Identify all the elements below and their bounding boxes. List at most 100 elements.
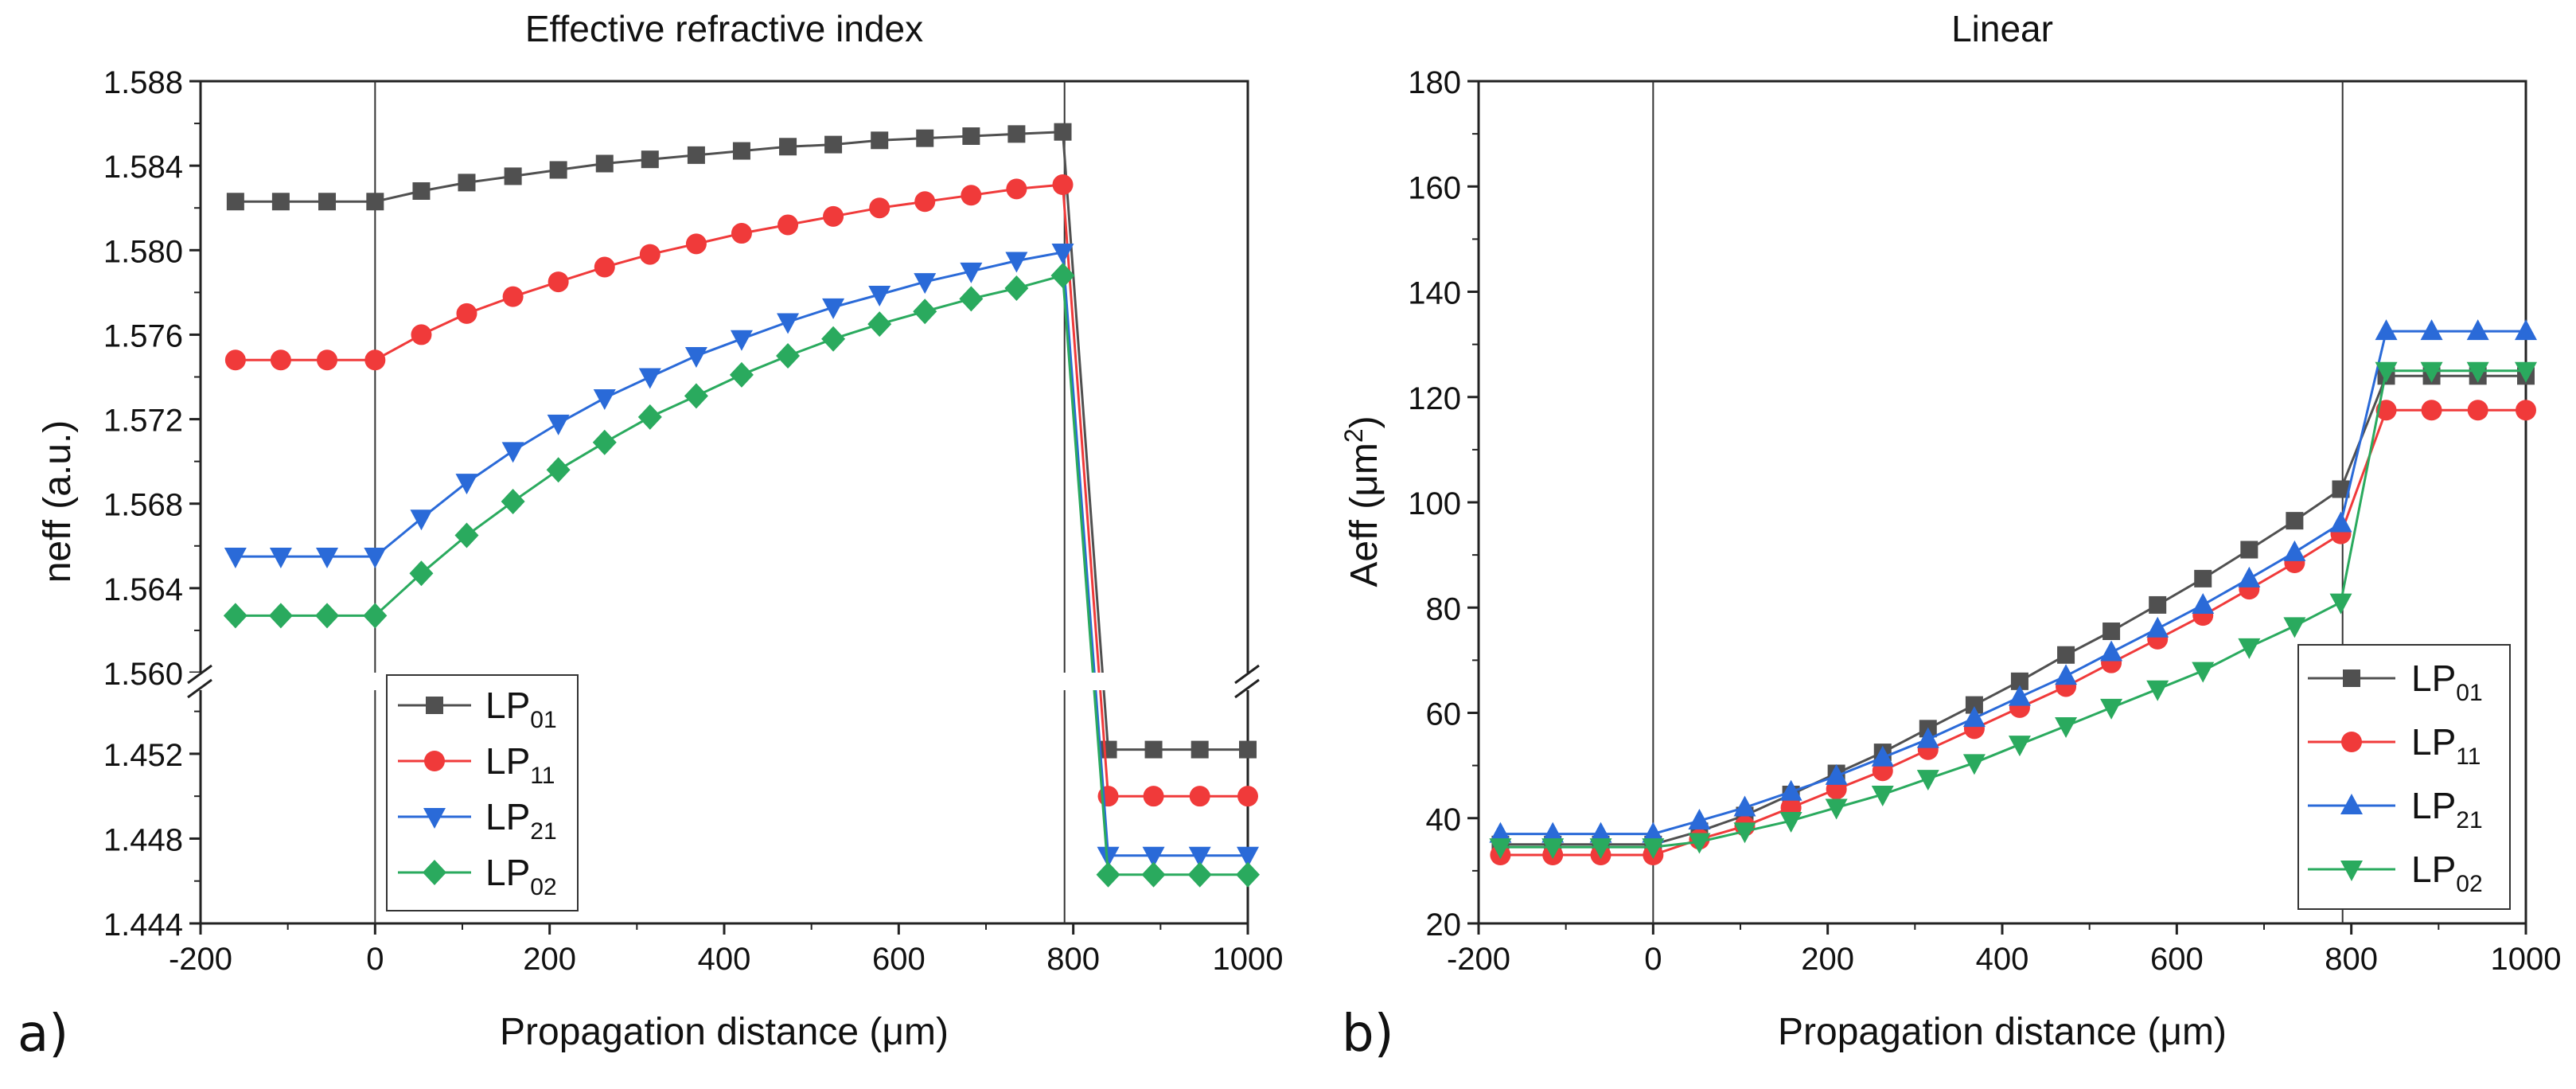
panel-a-point-lp02: [223, 603, 247, 629]
panel-a-point-lp11: [685, 233, 707, 255]
panel-b-point-lp02: [1871, 785, 1894, 806]
panel-b-point-lp21: [2466, 319, 2489, 341]
panel-b-x-tick-label: 1000: [2491, 942, 2562, 977]
panel-a-point-lp01: [732, 142, 750, 160]
panel-b-x-tick-label: 200: [1801, 942, 1854, 977]
panel-b-legend-label-lp01: LP01: [2411, 658, 2483, 706]
panel-a-point-lp01: [366, 193, 384, 211]
panel-a-legend-label-lp01: LP01: [485, 685, 557, 733]
panel-a-point-lp21: [684, 346, 707, 368]
panel-a-point-lp11: [914, 191, 936, 213]
panel-a-point-lp01: [916, 129, 934, 147]
panel-a-y-tick-label: 1.576: [103, 318, 183, 353]
panel-b-y-axis-label-superscript: 2: [1339, 428, 1368, 443]
panel-a-point-lp21: [1237, 846, 1259, 868]
panel-b-point-lp01: [2149, 595, 2167, 614]
panel-b-point-lp02: [1688, 833, 1711, 854]
panel-a-point-lp21: [269, 548, 292, 569]
panel-b-point-lp02: [1541, 838, 1565, 860]
panel-a-point-lp01: [1144, 740, 1163, 759]
panel-b-y-tick-label: 160: [1408, 170, 1461, 205]
panel-a-point-lp01: [412, 182, 431, 200]
panel-a-point-lp01: [641, 150, 659, 169]
panel-a-point-lp01: [504, 167, 522, 185]
panel-b-point-lp11: [2375, 400, 2397, 421]
panel-a-point-lp21: [960, 262, 983, 283]
panel-a-point-lp21: [224, 548, 247, 569]
panel-a-point-lp11: [1189, 786, 1210, 807]
panel-b-point-lp02: [2238, 638, 2261, 659]
panel-a-legend-label-lp21: LP21: [485, 796, 557, 845]
panel-a-point-lp21: [1188, 846, 1211, 868]
panel-a-x-tick-label: 1000: [1213, 942, 1284, 977]
panel-a-point-lp02: [409, 560, 434, 587]
panel-a-x-tick-label: 800: [1046, 942, 1100, 977]
panel-b-point-lp21: [2055, 664, 2078, 685]
panel-b-x-tick-label: 800: [2325, 942, 2378, 977]
panel-b-point-lp02: [2420, 361, 2443, 383]
panel-a-axis-break-gap: [183, 673, 1265, 690]
panel-b-y-axis-label: Aeff (μm2): [1339, 416, 1385, 587]
panel-a-point-lp02: [315, 603, 340, 629]
panel-b-y-tick-label: 60: [1426, 697, 1462, 732]
panel-a-point-lp11: [411, 324, 432, 345]
panel-b-point-lp01: [2332, 480, 2350, 498]
panel-a-point-lp02: [959, 286, 984, 312]
panel-b-point-lp21: [1541, 822, 1565, 843]
panel-b-point-lp02: [2375, 361, 2398, 383]
panel-a-point-lp21: [1142, 846, 1165, 868]
panel-a-point-lp01: [1191, 740, 1209, 759]
panel-a-point-lp01: [779, 138, 797, 156]
panel-b-legend-label-lp21: LP21: [2411, 785, 2483, 833]
panel-b-point-lp21: [2329, 511, 2352, 533]
panel-a-point-lp21: [777, 313, 800, 334]
panel-b-point-lp02: [1779, 812, 1802, 833]
panel-a-point-lp21: [316, 548, 339, 569]
panel-a-point-lp02: [637, 404, 662, 430]
panel-b-point-lp01: [2010, 672, 2028, 690]
panel-a-letter: a): [18, 1005, 69, 1064]
panel-a-x-tick-label: 0: [366, 942, 384, 977]
panel-a-x-tick-label: 400: [698, 942, 751, 977]
panel-b-point-lp02: [2283, 617, 2306, 638]
panel-b-y-axis-label-base: Aeff (μm: [1343, 443, 1385, 587]
panel-a-point-lp11: [364, 349, 386, 371]
panel-a-point-lp11: [639, 244, 661, 265]
panel-a: Effective refractive index 1.560 1.564 1.5…: [37, 8, 1283, 1053]
panel-b-point-lp21: [1916, 727, 1939, 748]
panel-a-x-tick-label: -200: [169, 942, 232, 977]
panel-b-point-lp21: [1779, 779, 1802, 801]
panel-b-point-lp01: [2240, 541, 2258, 559]
panel-a-x-tick-label: 600: [872, 942, 926, 977]
panel-a-point-lp21: [822, 298, 845, 319]
panel-b-point-lp02: [1962, 754, 1986, 775]
panel-b-point-lp01: [2102, 623, 2121, 641]
panel-b-legend-label-lp11: LP11: [2411, 721, 2481, 770]
panel-b-point-lp11: [2421, 400, 2442, 421]
panel-b-point-lp01: [2286, 512, 2304, 530]
panel-a-point-lp02: [1187, 861, 1212, 888]
panel-a-x-tick-label: 200: [523, 942, 576, 977]
panel-a-point-lp01: [549, 161, 567, 179]
panel-b-y-tick-label: 100: [1408, 486, 1461, 521]
panel-a-point-lp11: [777, 214, 799, 236]
panel-a-point-lp02: [592, 429, 617, 455]
panel-a-point-lp02: [1050, 263, 1075, 289]
panel-b-title: Linear: [1951, 8, 2053, 49]
panel-b-point-lp02: [2192, 662, 2215, 683]
panel-b-x-tick-label: 0: [1644, 942, 1662, 977]
panel-a-legend-marker: [423, 860, 446, 885]
panel-b-point-lp02: [2146, 680, 2169, 701]
panel-a-x-axis-label: Propagation distance (μm): [500, 1011, 949, 1053]
panel-b-point-lp11: [2467, 400, 2488, 421]
panel-b-point-lp02: [2055, 717, 2078, 739]
panel-b-point-lp02: [2329, 593, 2352, 615]
panel-a-legend-label-lp02: LP02: [485, 852, 557, 900]
panel-a-y-tick-label: 1.452: [103, 738, 183, 773]
panel-b-point-lp01: [2057, 646, 2075, 664]
panel-a-point-lp11: [594, 256, 615, 278]
panel-a-point-lp02: [1004, 275, 1029, 302]
panel-a-point-lp21: [593, 389, 616, 411]
panel-a-point-lp11: [1052, 174, 1074, 196]
